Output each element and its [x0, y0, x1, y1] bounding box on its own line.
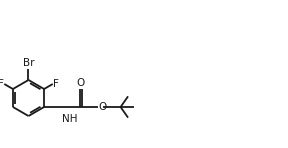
Text: F: F	[53, 79, 59, 89]
Text: O: O	[76, 78, 84, 88]
Text: O: O	[98, 102, 107, 112]
Text: F: F	[0, 79, 4, 89]
Text: Br: Br	[23, 58, 34, 69]
Text: NH: NH	[62, 115, 77, 124]
